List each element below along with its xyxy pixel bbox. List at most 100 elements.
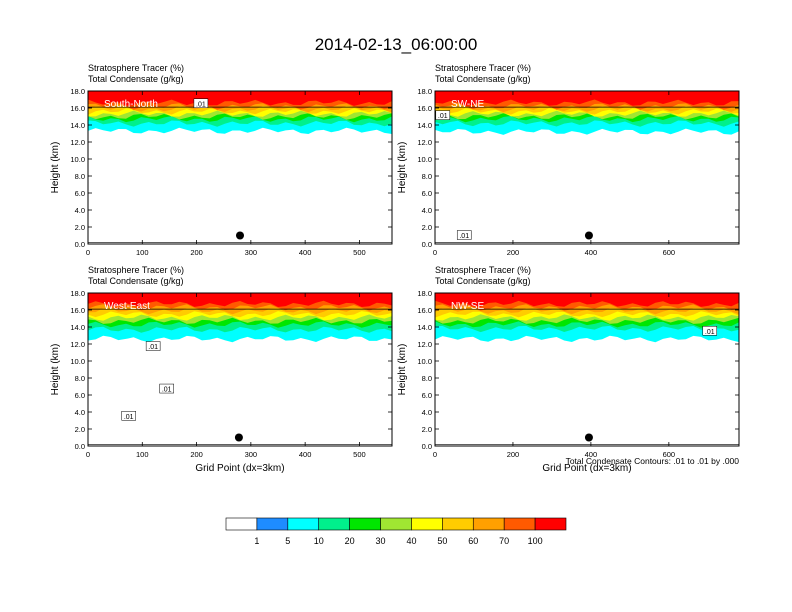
- x-tick-label: 400: [585, 450, 598, 459]
- x-tick-label: 100: [136, 450, 149, 459]
- y-tick-label: 0.0: [75, 442, 85, 451]
- y-tick-label: 4.0: [75, 206, 85, 215]
- x-tick-label: 200: [507, 450, 520, 459]
- y-axis: 0.0 2.0 4.0 6.0 8.0 10.0 12.0 14.0 16.0 18.0: [417, 289, 739, 451]
- contour-label: .01: [702, 326, 718, 336]
- panel-label: South-North: [104, 99, 158, 110]
- x-axis-label: Grid Point (dx=3km): [542, 463, 631, 474]
- panel-nw-se: Stratosphere Tracer (%)Total Condensate …: [397, 265, 740, 474]
- x-axis: 0 100 200 300 400 500: [86, 293, 366, 459]
- contour-label-text: .01: [148, 344, 158, 351]
- contour-label: .01: [145, 341, 161, 351]
- x-tick-label: 200: [190, 248, 203, 257]
- contour-label-box: [435, 110, 451, 120]
- y-axis-label: Height (km): [397, 142, 408, 194]
- contour-label-box: [193, 98, 209, 108]
- condensate-contours: [88, 308, 392, 445]
- contour-label-box: [702, 326, 718, 336]
- y-tick-label: 12.0: [417, 340, 432, 349]
- x-tick-label: 200: [507, 248, 520, 257]
- contour-label-text: .01: [438, 113, 448, 120]
- colorbar-bin: [411, 517, 443, 531]
- x-axis: 0 200 400 600: [433, 293, 675, 459]
- y-axis-label: Height (km): [397, 344, 408, 396]
- y-axis: 0.0 2.0 4.0 6.0 8.0 10.0 12.0 14.0 16.0 18.0: [70, 87, 392, 249]
- contour-label-text: .01: [124, 414, 134, 421]
- y-tick-label: 12.0: [70, 138, 85, 147]
- panel-title-tracer: Stratosphere Tracer (%): [435, 63, 531, 73]
- panel-sw-ne: Stratosphere Tracer (%)Total Condensate …: [397, 63, 740, 257]
- colorbar-bin: [256, 517, 289, 531]
- x-tick-label: 0: [433, 248, 437, 257]
- panel-label: West-East: [104, 301, 150, 312]
- y-tick-label: 10.0: [70, 357, 85, 366]
- y-axis: 0.0 2.0 4.0 6.0 8.0 10.0 12.0 14.0 16.0 18.0: [70, 289, 392, 451]
- y-tick-label: 6.0: [75, 189, 85, 198]
- contour-label: .01: [121, 411, 136, 421]
- x-tick-label: 600: [663, 248, 676, 257]
- y-tick-label: 0.0: [75, 240, 85, 249]
- colorbar-bin: [318, 517, 350, 531]
- figure-title: 2014-02-13_06:00:00: [315, 35, 478, 54]
- condensate-contours: [435, 106, 739, 243]
- contour-label-box: [159, 383, 174, 394]
- contour-note: Total Condensate Contours: .01 to .01 by…: [566, 456, 740, 466]
- contour-label-text: .01: [162, 387, 172, 394]
- panel-west-east: Stratosphere Tracer (%)Total Condensate …: [50, 265, 393, 474]
- x-axis-label: Grid Point (dx=3km): [195, 463, 284, 474]
- panel-south-north: Stratosphere Tracer (%)Total Condensate …: [50, 63, 393, 257]
- y-tick-label: 10.0: [417, 357, 432, 366]
- x-tick-label: 0: [433, 450, 437, 459]
- colorbar-label: 100: [528, 536, 543, 546]
- tracer-bands: [88, 293, 392, 343]
- y-tick-label: 16.0: [70, 306, 85, 315]
- y-tick-label: 6.0: [75, 391, 85, 400]
- plot-frame: [87, 292, 393, 447]
- x-tick-label: 400: [299, 450, 312, 459]
- panel-title-condensate: Total Condensate (g/kg): [435, 74, 531, 84]
- contour-label: .01: [435, 110, 451, 120]
- y-tick-label: 8.0: [75, 374, 85, 383]
- x-tick-label: 300: [245, 450, 258, 459]
- panel-label: NW-SE: [451, 301, 484, 312]
- y-tick-label: 10.0: [417, 155, 432, 164]
- colorbar-label: 60: [468, 536, 478, 546]
- panel-title-tracer: Stratosphere Tracer (%): [88, 265, 184, 275]
- condensate-contours: [88, 106, 392, 243]
- contour-label-box: [456, 230, 472, 240]
- colorbar-bin: [287, 517, 320, 531]
- x-tick-label: 600: [663, 450, 676, 459]
- colorbar-bin: [503, 517, 536, 531]
- y-tick-label: 14.0: [70, 323, 85, 332]
- plot-frame: [434, 292, 740, 447]
- y-tick-label: 2.0: [75, 223, 85, 232]
- location-marker: [234, 433, 243, 442]
- y-tick-label: 8.0: [422, 172, 432, 181]
- y-tick-label: 18.0: [417, 289, 432, 298]
- contour-label: .01: [159, 383, 174, 394]
- location-marker: [584, 231, 593, 240]
- panel-title-condensate: Total Condensate (g/kg): [435, 276, 531, 286]
- y-tick-label: 14.0: [70, 121, 85, 130]
- x-tick-label: 0: [86, 450, 90, 459]
- y-tick-label: 2.0: [422, 223, 432, 232]
- tracer-band-100: [88, 91, 392, 106]
- x-axis: 0 100 200 300 400 500: [86, 91, 366, 257]
- y-tick-label: 14.0: [417, 121, 432, 130]
- x-tick-label: 500: [353, 248, 366, 257]
- colorbar-label: 40: [406, 536, 416, 546]
- colorbar-bin: [349, 517, 381, 531]
- tracer-bands: [88, 91, 392, 134]
- location-marker: [584, 433, 593, 442]
- contour-label-text: .01: [459, 233, 469, 240]
- y-tick-label: 16.0: [417, 306, 432, 315]
- y-tick-label: 12.0: [417, 138, 432, 147]
- y-tick-label: 16.0: [417, 104, 432, 113]
- y-tick-label: 2.0: [422, 425, 432, 434]
- condensate-contours: [435, 308, 739, 445]
- panels-group: Stratosphere Tracer (%)Total Condensate …: [50, 63, 740, 474]
- contour-label: .01: [456, 230, 472, 240]
- y-tick-label: 8.0: [422, 374, 432, 383]
- colorbar-bin: [472, 517, 505, 531]
- colorbar-bin: [534, 517, 567, 531]
